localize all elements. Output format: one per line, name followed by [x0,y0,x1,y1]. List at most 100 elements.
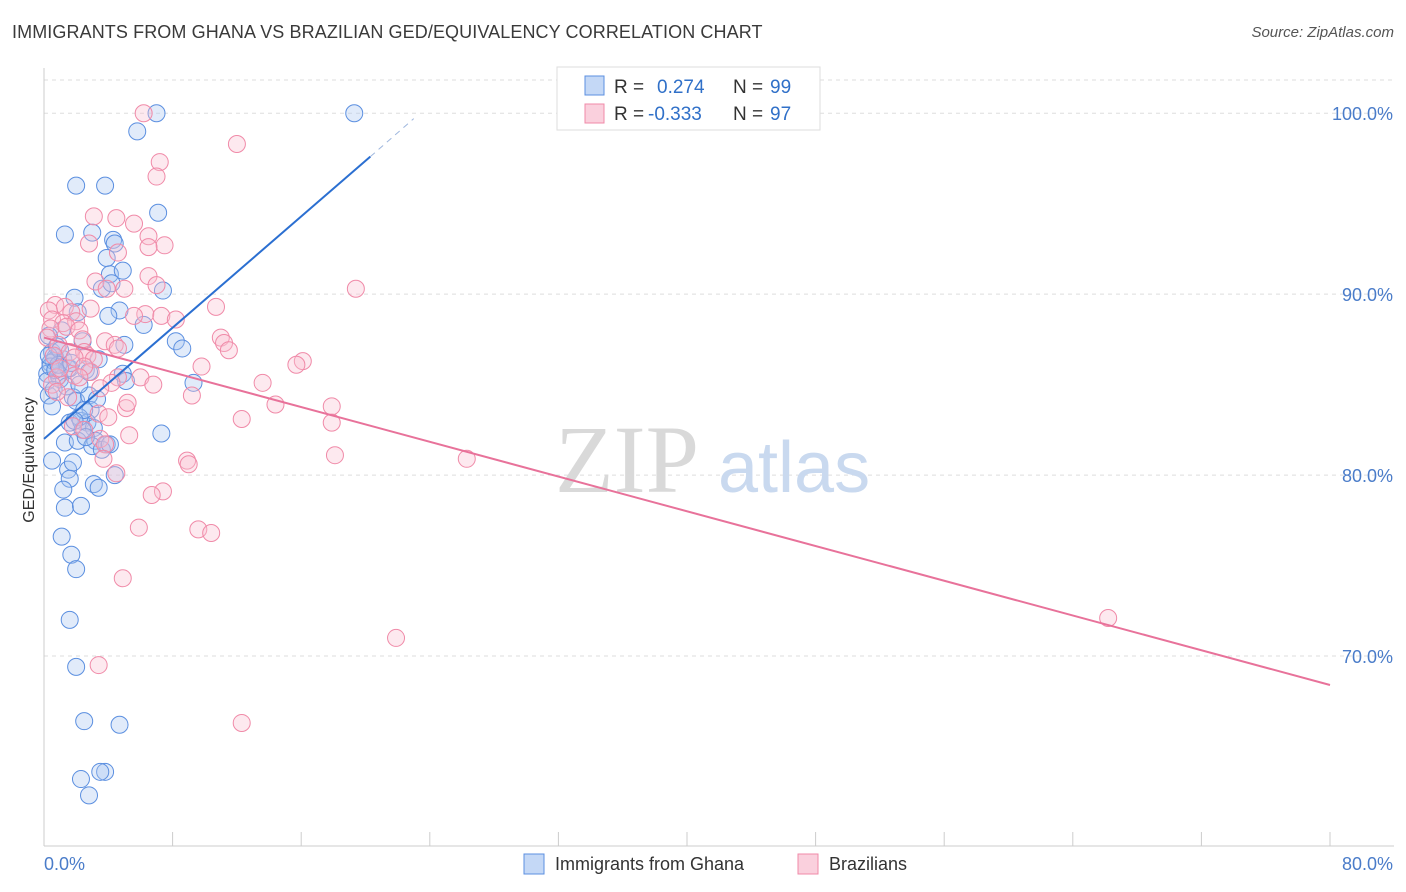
ghana-point-5 [149,203,168,222]
brazil-point-80 [129,518,148,537]
brazil-point-85 [387,628,406,647]
ghana-point-63 [89,478,108,497]
ghana-point-13 [92,279,111,298]
ghana-point-60 [60,469,79,488]
ghana-point-66 [52,527,71,546]
brazil-point-20 [81,299,100,318]
brazil-point-40 [108,339,127,358]
brazil-point-94 [118,393,137,412]
ghana-point-4 [96,176,115,195]
legend-r-value-brazil: -0.333 [648,104,702,125]
y-tick-label-3: 100.0% [1332,104,1393,124]
ghana-point-72 [110,715,129,734]
brazil-point-16 [115,279,134,298]
ghana-point-12 [113,261,132,280]
ghana-point-94 [70,375,89,394]
legend-box: R = 0.274 N = 99 R = -0.333 N = 97 [556,66,821,131]
brazil-point-29 [152,306,171,325]
watermark-zip: ZIP [555,406,699,513]
bottom-legend: Immigrants from Ghana Brazilians [523,853,907,875]
brazil-point-95 [47,382,66,401]
brazil-point-88 [75,357,94,376]
brazil-point-57 [253,373,272,392]
legend-swatch-ghana [584,75,605,96]
ghana-point-65 [71,496,90,515]
brazil-point-65 [232,410,251,429]
ghana-point-49 [152,424,171,443]
legend-swatch-brazil [584,103,605,124]
ghana-point-1 [345,104,364,123]
bottom-legend-swatch-ghana [523,853,545,875]
brazil-point-9 [108,243,127,262]
legend-n-label-ghana: N = [733,77,763,98]
legend-n-value-brazil: 97 [770,104,791,125]
brazil-point-60 [182,386,201,405]
brazil-point-50 [287,355,306,374]
brazil-point-7 [139,227,158,246]
y-axis-label: GED/Equivalency [21,397,38,522]
brazil-point-55 [102,373,121,392]
brazil-point-3 [147,167,166,186]
ghana-point-64 [55,498,74,517]
ghana-point-8 [83,223,102,242]
brazil-point-66 [322,413,341,432]
legend-r-label-brazil: R = [614,104,644,125]
trend-line-ghana-extension [369,118,415,158]
x-tick-label-1: 80.0% [1342,854,1393,874]
ghana-point-74 [91,762,110,781]
ghana-point-25 [173,339,192,358]
brazil-point-76 [94,449,113,468]
ghana-point-75 [71,770,90,789]
brazil-point-62 [322,397,341,416]
brazil-point-25 [43,310,62,329]
brazil-point-15 [97,279,116,298]
brazil-point-69 [120,426,139,445]
brazil-point-64 [89,404,108,423]
bottom-legend-label-ghana: Immigrants from Ghana [555,854,745,874]
ghana-point-19 [99,306,118,325]
brazil-point-86 [89,656,108,675]
brazil-point-1 [227,134,246,153]
x-tick-labels: 0.0% 80.0% [44,854,1393,874]
bottom-legend-label-brazil: Brazilians [829,854,907,874]
brazil-point-83 [113,569,132,588]
brazil-point-91 [59,388,78,407]
brazil-point-14 [147,276,166,295]
brazil-point-51 [192,357,211,376]
ghana-point-24 [166,332,185,351]
brazil-point-92 [70,368,89,387]
brazil-point-37 [211,328,230,347]
brazil-point-73 [457,449,476,468]
brazil-point-0 [134,104,153,123]
ghana-point-70 [67,657,86,676]
ghana-point-58 [63,453,82,472]
ghana-point-71 [75,712,94,731]
brazil-point-70 [91,429,110,448]
brazil-point-84 [1099,609,1118,628]
ghana-point-6 [55,225,74,244]
brazil-point-71 [96,435,115,454]
ghana-point-76 [80,786,99,805]
watermark: ZIP atlas [555,406,870,513]
watermark-atlas: atlas [718,428,870,508]
source-label: Source: ZipAtlas.com [1251,24,1394,41]
ghana-point-2 [128,122,147,141]
brazil-point-56 [144,375,163,394]
brazil-point-12 [86,272,105,291]
brazil-point-67 [63,417,82,436]
brazil-point-48 [65,348,84,367]
brazil-point-87 [232,713,251,732]
ghana-point-61 [84,475,103,494]
grid-lines [44,79,1394,657]
brazil-point-6 [125,214,144,233]
y-tick-labels: 70.0% 80.0% 90.0% 100.0% [1332,104,1393,667]
brazil-point-5 [107,209,126,228]
ghana-point-16 [65,288,84,307]
brazil-point-45 [219,341,238,360]
brazil-point-96 [99,408,118,427]
brazil-point-68 [75,420,94,439]
y-tick-label-1: 80.0% [1342,466,1393,486]
trend-line-ghana [43,155,371,440]
brazil-point-75 [179,455,198,474]
brazil-point-11 [80,234,99,253]
